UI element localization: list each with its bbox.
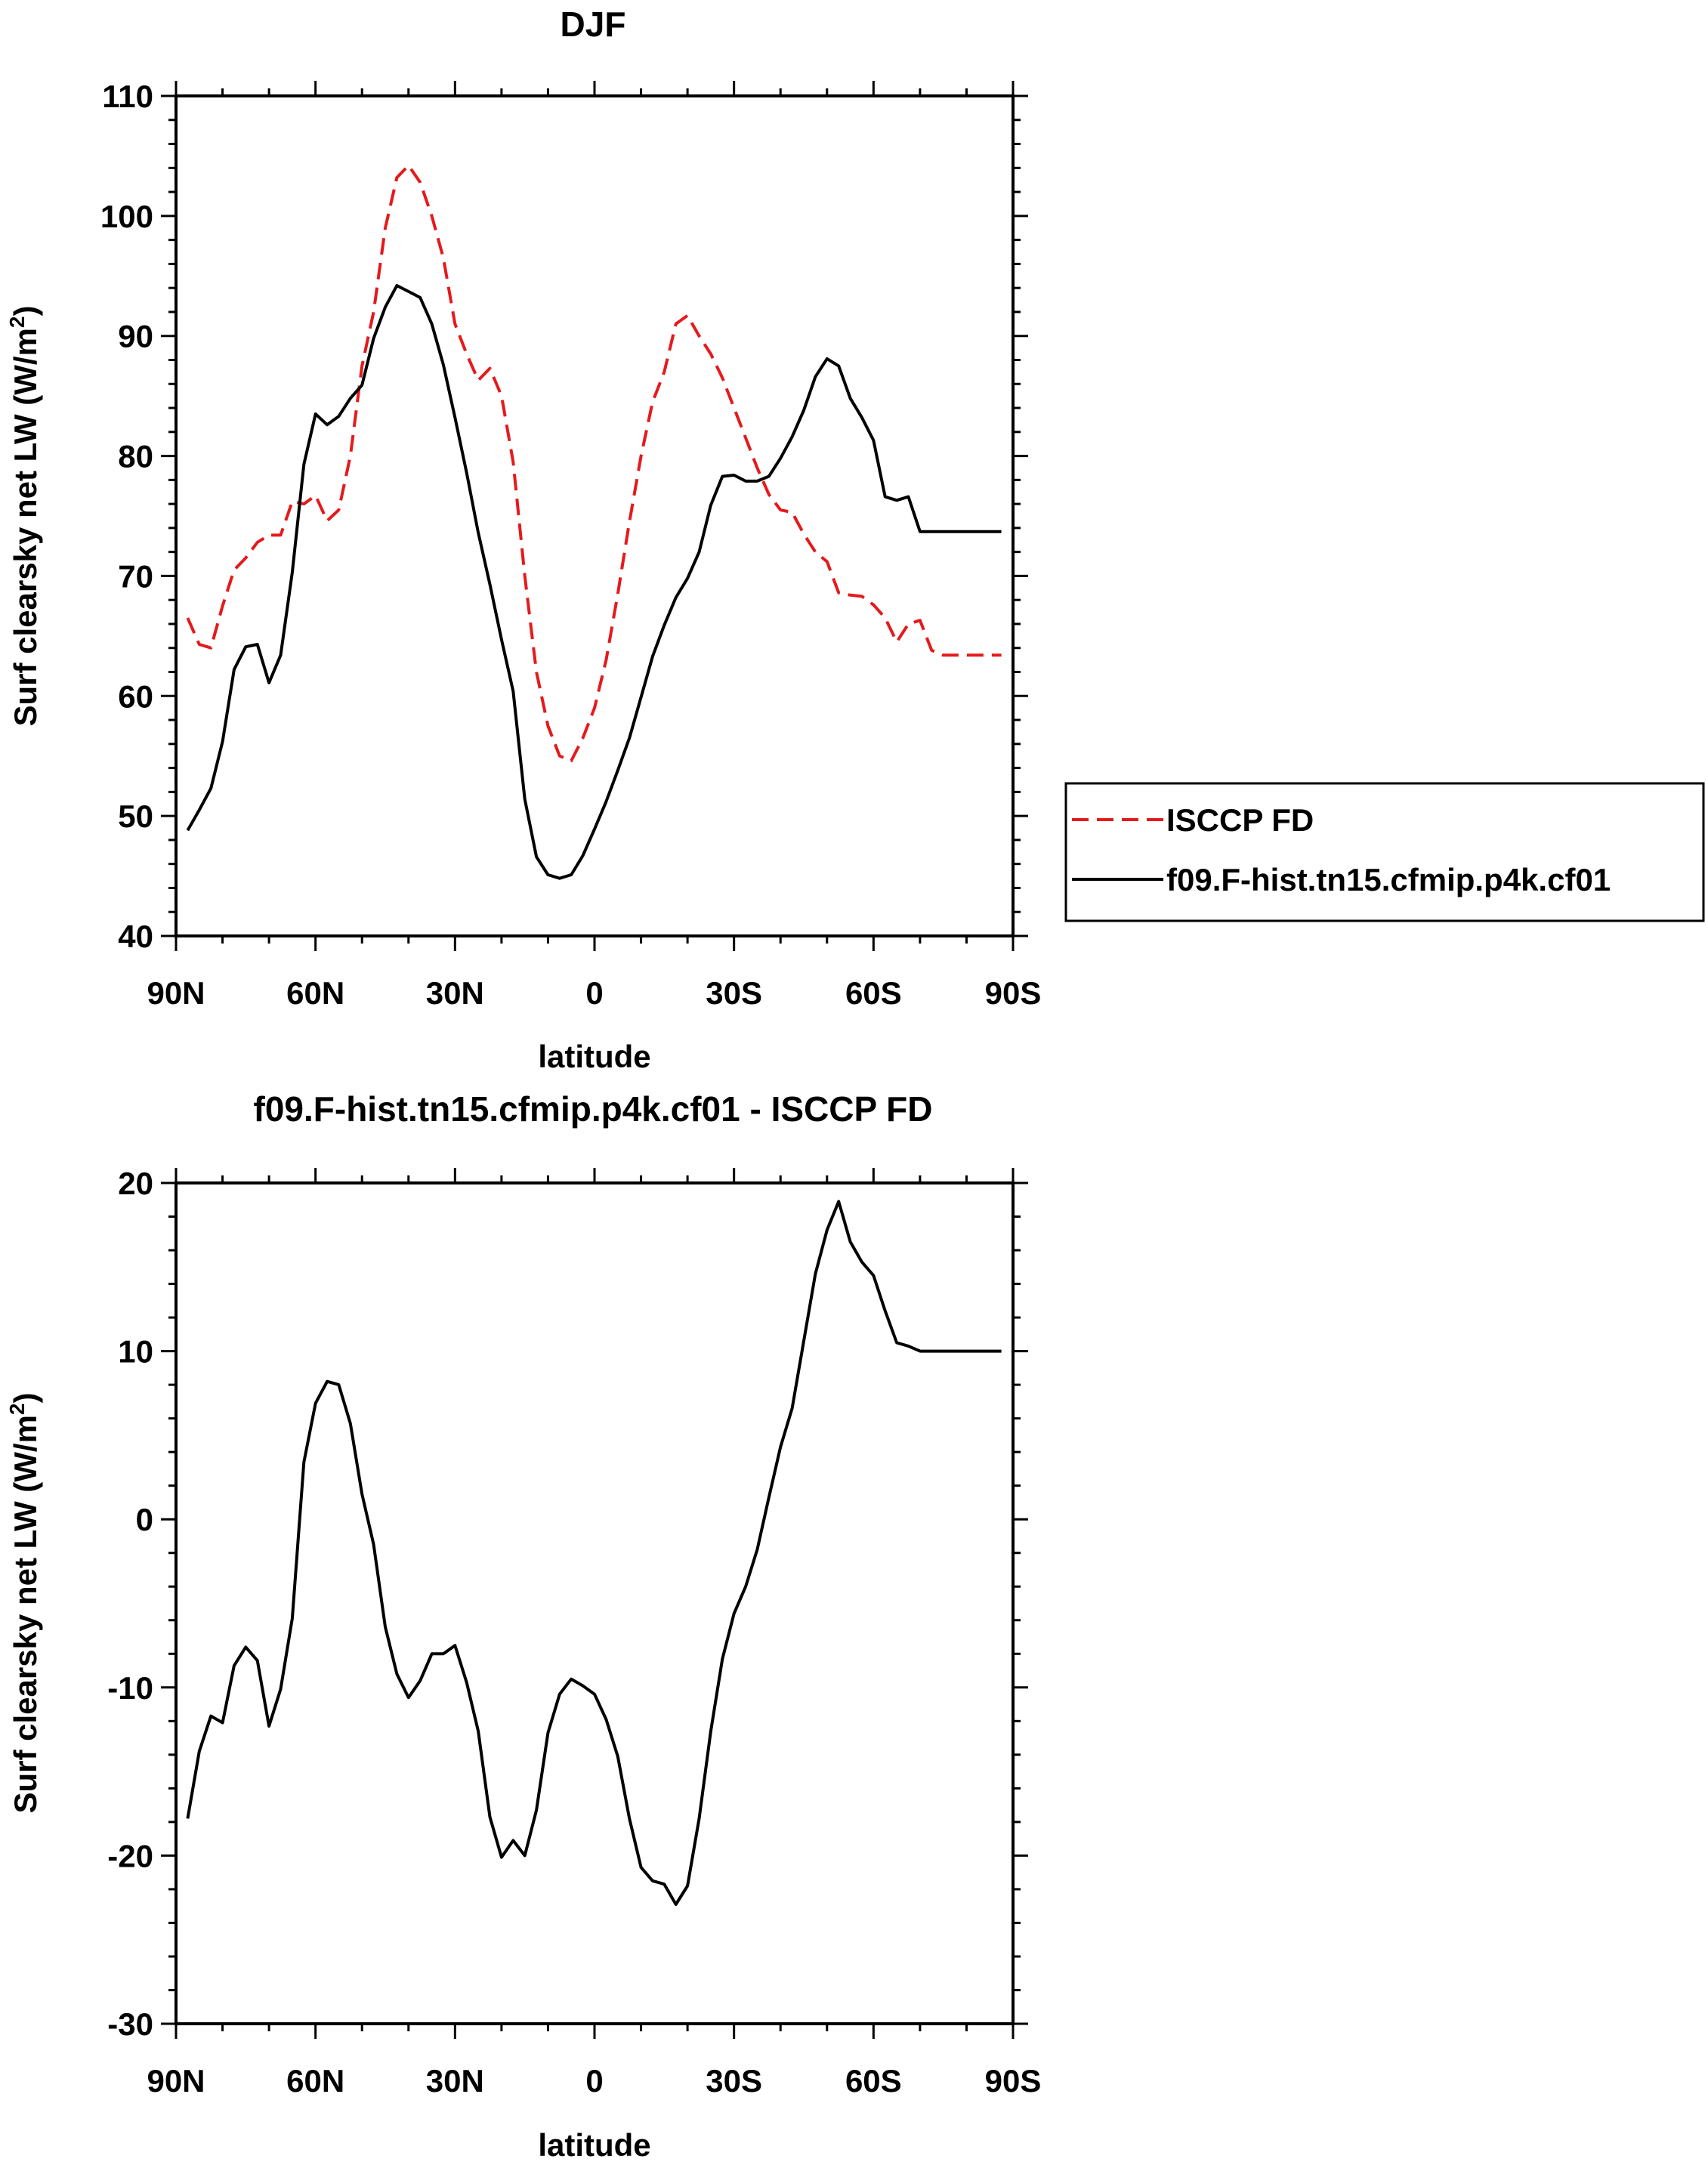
x-tick-label: 30S	[706, 2063, 762, 2099]
x-tick-labels: 90N 60N 30N 0 30S 60S 90S	[147, 975, 1041, 1011]
plot-frame	[175, 1181, 1015, 2025]
x-tick-label: 90S	[985, 2063, 1042, 2099]
series-line-1	[186, 284, 1002, 880]
y-tick-label: 100	[100, 199, 153, 234]
x-tick-label: 30N	[426, 2063, 484, 2099]
x-tick-label: 60S	[845, 975, 902, 1011]
y-tick-label: 50	[118, 798, 153, 834]
y-tick-label: 40	[118, 919, 153, 954]
y-tick-label: 70	[118, 558, 153, 594]
y-tick-labels: -30 -20 -10 0 10 20	[107, 1166, 153, 2042]
x-tick-label: 90N	[147, 2063, 205, 2099]
y-axis-label-text: Surf clearsky net LW (W/m	[8, 1415, 43, 1813]
x-tick-label: 0	[585, 2063, 603, 2099]
x-axis-label: latitude	[538, 1039, 650, 1074]
y-tick-label: 90	[118, 319, 153, 354]
x-tick-label: 90N	[147, 975, 205, 1011]
legend: ISCCP FD f09.F-hist.tn15.cfmip.p4k.cf01	[1064, 782, 1705, 922]
tick-marks	[161, 81, 1028, 951]
y-tick-label: 10	[118, 1334, 153, 1370]
y-tick-labels: 40 50 60 70 80 90 100 110	[100, 79, 153, 954]
legend-label-model: f09.F-hist.tn15.cfmip.p4k.cf01	[1166, 862, 1611, 897]
x-tick-label: 60N	[286, 2063, 344, 2099]
y-axis-label: Surf clearsky net LW (W/m2)	[5, 1392, 43, 1813]
panel-bottom: f09.F-hist.tn15.cfmip.p4k.cf01 - ISCCP F…	[5, 1089, 1041, 2162]
chart-title: DJF	[561, 5, 626, 44]
y-tick-label: 0	[136, 1502, 153, 1537]
y-tick-label: 80	[118, 439, 153, 474]
y-tick-label: 60	[118, 678, 153, 714]
x-tick-label: 90S	[985, 975, 1042, 1011]
y-tick-label: 20	[118, 1166, 153, 1201]
y-axis-label-text: Surf clearsky net LW (W/m	[8, 328, 43, 726]
x-tick-label: 30N	[426, 975, 484, 1011]
series-line-0	[186, 1200, 1002, 1906]
x-axis-label: latitude	[538, 2127, 650, 2162]
x-tick-label: 0	[585, 975, 603, 1011]
plot-frame	[175, 94, 1015, 937]
x-tick-label: 60S	[845, 2063, 902, 2099]
y-tick-label: 110	[102, 79, 153, 114]
chart-title: f09.F-hist.tn15.cfmip.p4k.cf01 - ISCCP F…	[254, 1089, 933, 1129]
legend-label-isccp: ISCCP FD	[1166, 802, 1314, 838]
x-tick-labels: 90N 60N 30N 0 30S 60S 90S	[147, 2063, 1041, 2099]
series-lines	[186, 1200, 1002, 1906]
y-tick-label: -30	[107, 2006, 153, 2042]
x-tick-label: 60N	[286, 975, 344, 1011]
y-axis-label-sup: 2	[5, 1403, 29, 1415]
y-axis-label: Surf clearsky net LW (W/m2)	[5, 305, 43, 726]
y-tick-label: -20	[107, 1838, 153, 1873]
y-tick-label: -10	[107, 1670, 153, 1706]
series-line-0	[186, 164, 1002, 763]
y-axis-label-close: )	[8, 1392, 43, 1403]
legend-box	[1064, 782, 1705, 922]
tick-marks	[161, 1168, 1028, 2039]
x-tick-label: 30S	[706, 975, 762, 1011]
series-lines	[186, 164, 1002, 880]
y-axis-label-close: )	[8, 305, 43, 316]
y-axis-label-sup: 2	[5, 316, 29, 328]
